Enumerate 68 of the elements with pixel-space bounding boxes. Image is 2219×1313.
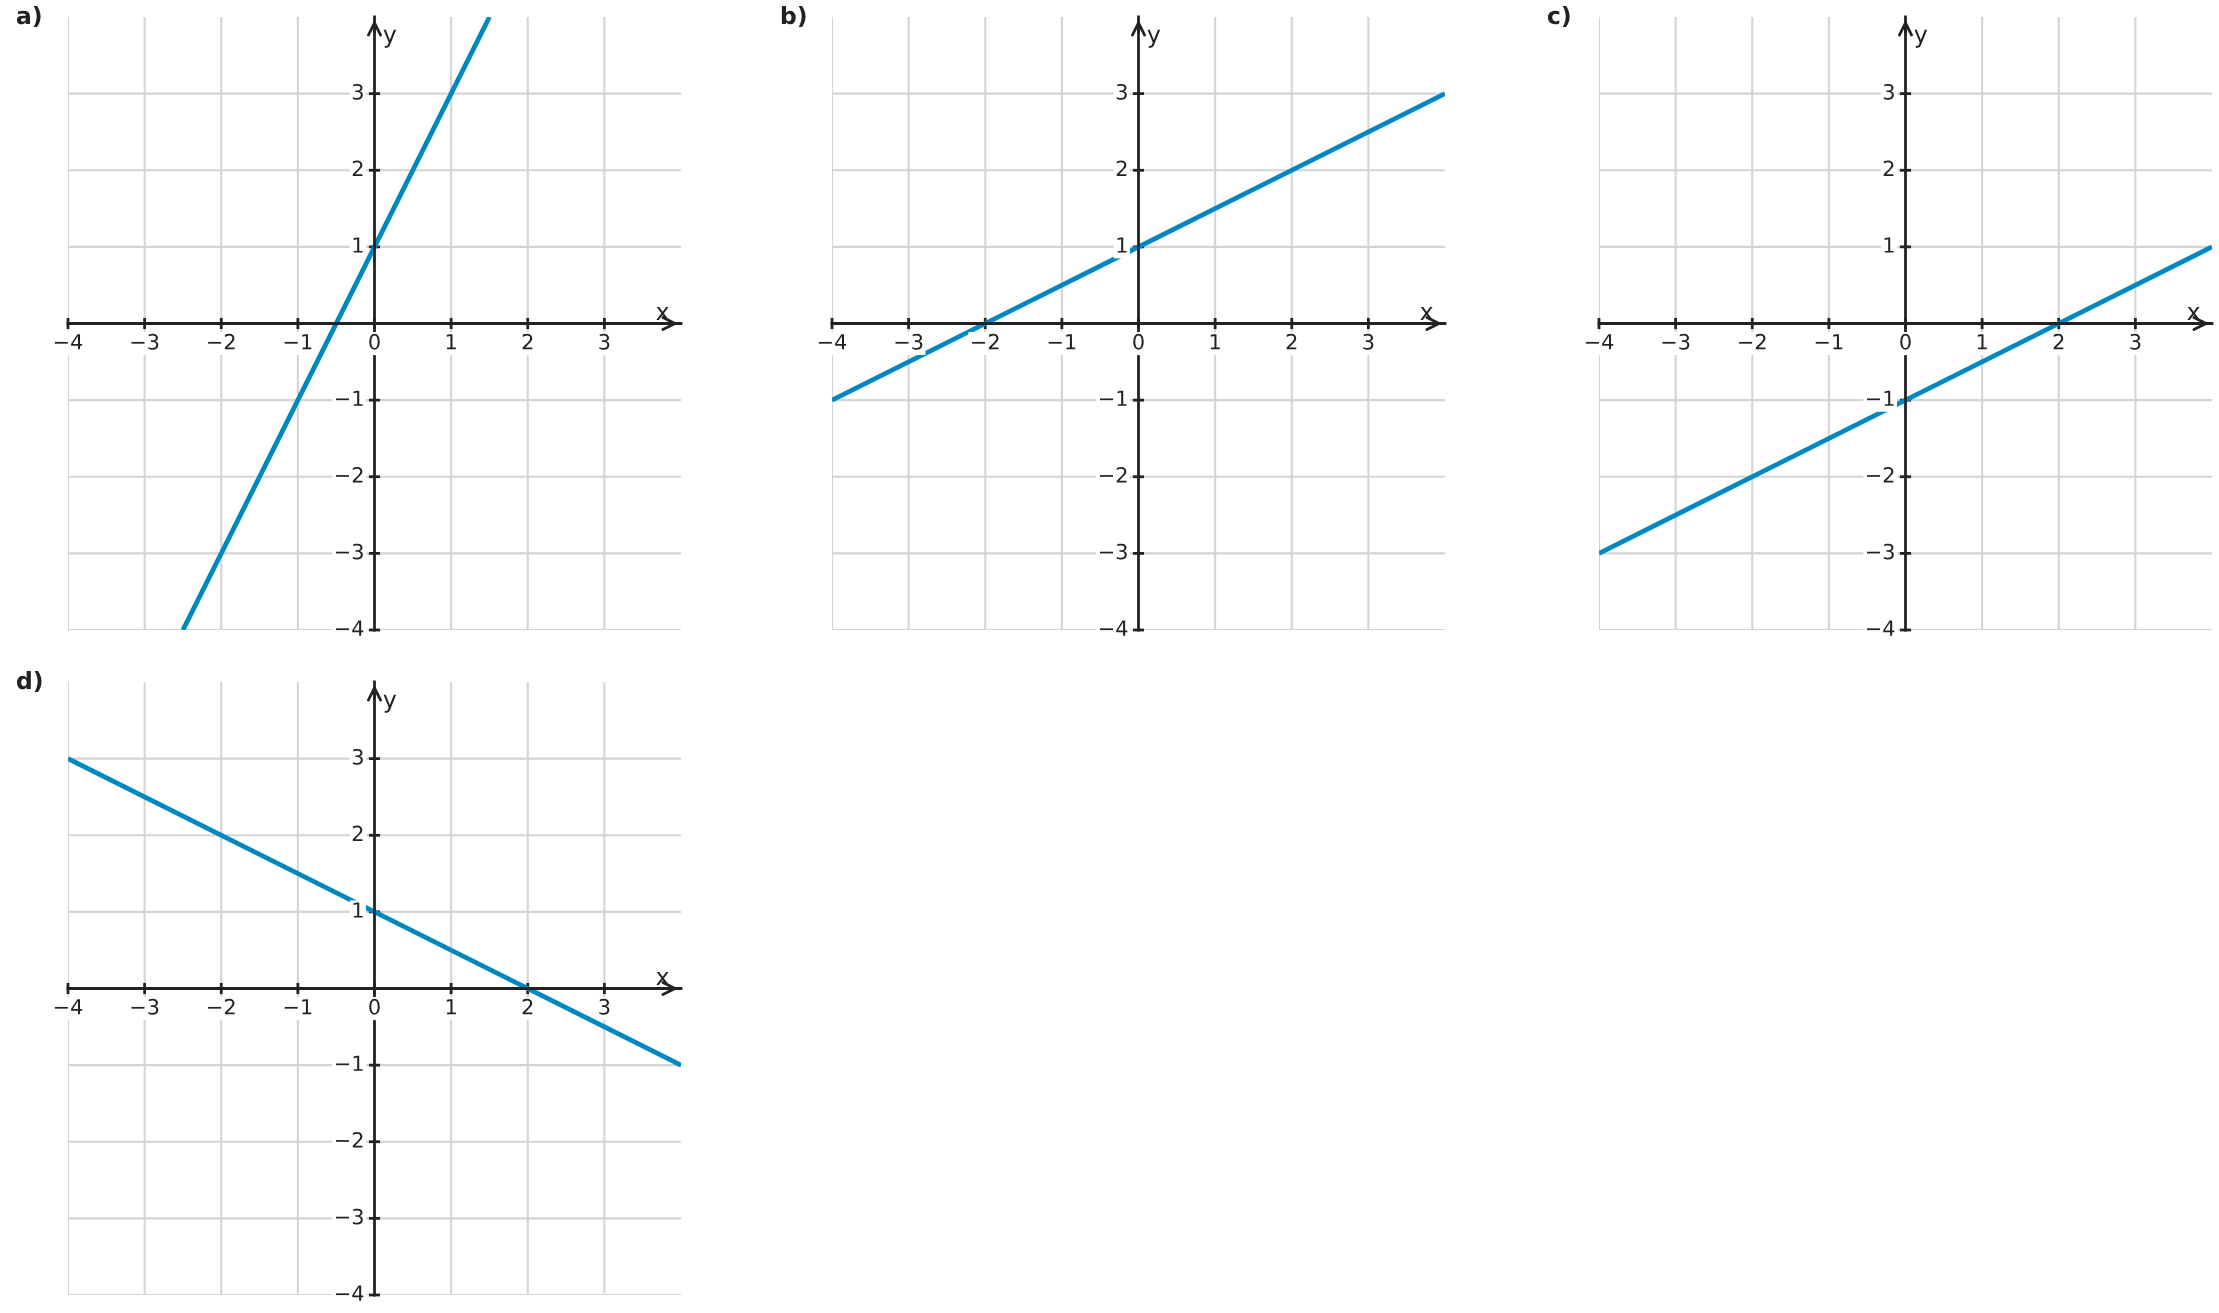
y-axis-title: y [1147,29,1161,48]
x-tick-label: −3 [131,998,159,1015]
y-tick-label: −3 [1099,543,1127,560]
chart-title: c) [1547,6,1570,28]
y-tick-label: 2 [1116,160,1127,176]
x-tick-label: 1 [446,334,456,350]
y-tick-label: 3 [352,748,363,765]
y-tick-label: −2 [1099,467,1127,483]
y-tick-label: 3 [1883,83,1894,100]
y-tick-label: −2 [335,1132,363,1148]
y-tick-label: 3 [1116,83,1127,100]
x-tick-label: 0 [369,998,380,1015]
y-tick-label: 1 [1117,237,1127,253]
x-tick-label: 2 [1286,333,1297,350]
x-tick-label: −3 [895,333,923,350]
chart-title: d) [16,671,42,693]
x-tick-label: −1 [1815,334,1843,350]
x-tick-label: −2 [208,998,235,1015]
y-axis-title: y [383,29,397,48]
x-tick-label: −3 [131,333,159,350]
y-tick-label: −4 [335,620,364,636]
y-tick-label: 2 [1883,160,1894,176]
x-tick-label: 1 [446,999,456,1015]
y-tick-label: −1 [335,390,363,406]
y-tick-label: −1 [1099,390,1127,406]
x-tick-label: −3 [1662,333,1690,350]
x-tick-label: 2 [522,333,533,350]
y-tick-label: −3 [335,543,363,560]
x-tick-label: −1 [284,999,312,1015]
x-tick-label: −4 [818,334,847,350]
x-tick-label: −4 [54,334,83,350]
y-tick-label: −2 [335,467,363,483]
x-tick-label: 3 [2130,333,2141,350]
chart-title: a) [16,6,41,28]
y-axis-title: y [1914,29,1928,48]
x-tick-label: 3 [599,998,610,1015]
y-tick-label: 1 [1884,237,1894,253]
x-tick-label: 0 [1900,333,1911,350]
x-tick-label: −2 [1739,333,1766,350]
y-tick-label: −4 [1866,620,1895,636]
y-tick-label: 3 [352,83,363,100]
x-tick-label: 0 [369,333,380,350]
y-tick-label: −3 [1866,543,1894,560]
x-tick-label: 1 [1210,334,1220,350]
x-tick-label: −1 [284,334,312,350]
y-tick-label: 1 [353,902,363,918]
y-tick-label: −3 [335,1208,363,1225]
x-tick-label: −2 [208,333,235,350]
y-tick-label: −1 [335,1055,363,1071]
chart-title: b) [781,6,806,28]
x-tick-label: −1 [1048,334,1076,350]
x-tick-label: 2 [2053,333,2064,350]
x-tick-label: −2 [972,333,999,350]
x-tick-label: 3 [1363,333,1374,350]
x-tick-label: 0 [1133,333,1144,350]
y-tick-label: −4 [1099,620,1128,636]
y-tick-label: 1 [353,237,363,253]
y-tick-label: −4 [335,1285,364,1301]
x-tick-label: −4 [54,999,83,1015]
x-tick-label: 3 [599,333,610,350]
x-tick-label: −4 [1585,334,1614,350]
x-tick-label: 2 [522,998,533,1015]
x-tick-label: 1 [1977,334,1987,350]
y-tick-label: −1 [1866,390,1894,406]
y-tick-label: 2 [352,160,363,176]
y-tick-label: 2 [352,825,363,841]
y-tick-label: −2 [1866,467,1894,483]
y-axis-title: y [383,694,397,713]
